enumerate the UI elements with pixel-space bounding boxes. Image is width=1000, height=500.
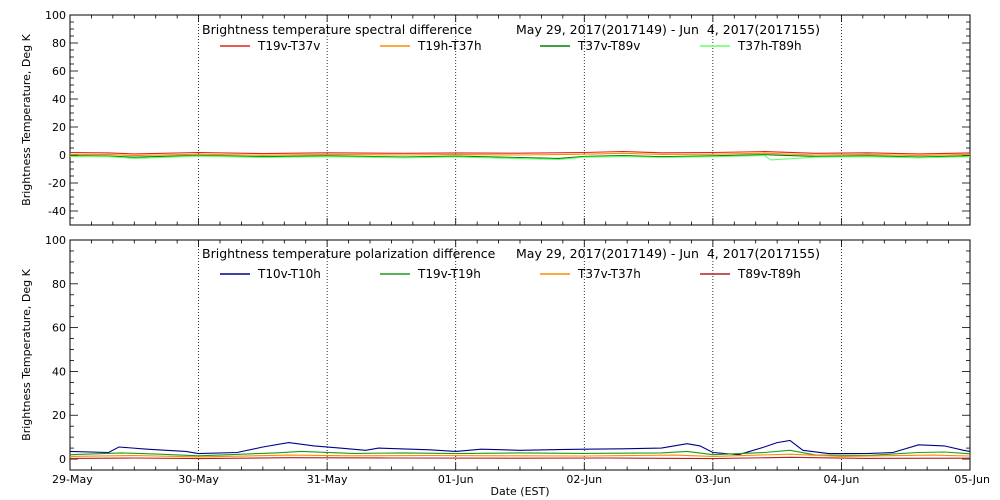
legend-entry: T37v-T89v [577, 39, 640, 53]
legend-entry: T37h-T89h [737, 39, 802, 53]
chart-date-range: May 29, 2017(2017149) - Jun 4, 2017(2017… [516, 22, 820, 37]
chart-title: Brightness temperature polarization diff… [202, 246, 496, 261]
series-line-t37v-t89v [69, 154, 971, 159]
x-tick-label: 02-Jun [566, 473, 602, 486]
spectral-difference-panel: -40 -20 0 20 40 60 80 100 Brightness Temperature… [20, 9, 971, 226]
y-tick-label: 20 [52, 121, 66, 134]
chart-title: Brightness temperature spectral differen… [202, 22, 472, 37]
x-tick-label: 30-May [178, 473, 219, 486]
y-tick-label: 0 [59, 453, 66, 466]
y-tick-label: 0 [59, 149, 66, 162]
x-tick-label: 04-Jun [824, 473, 860, 486]
legend-entry: T89v-T89h [737, 267, 801, 281]
series-line-t37v-t37h [69, 453, 971, 458]
series-line-t19v-t37v [69, 150, 971, 155]
x-tick-label: 29-May [52, 473, 93, 486]
y-tick-label: 100 [45, 9, 66, 22]
legend-entry: T37v-T37h [577, 267, 641, 281]
chart-date-range: May 29, 2017(2017149) - Jun 4, 2017(2017… [516, 246, 820, 261]
x-tick-label: 05-Jun [954, 473, 990, 486]
plot-frame [69, 239, 971, 471]
y-tick-label: -20 [48, 177, 66, 190]
y-tick-label: 60 [52, 322, 66, 335]
y-tick-label: 80 [52, 278, 66, 291]
plot-frame [69, 14, 971, 226]
y-tick-label: 40 [52, 365, 66, 378]
legend-entry: T19v-T19h [417, 267, 481, 281]
y-tick-label: 100 [45, 234, 66, 247]
series-line-t89v-t89h [69, 456, 971, 460]
x-tick-label: 01-Jun [438, 473, 474, 486]
y-tick-label: 80 [52, 37, 66, 50]
y-tick-label: 60 [52, 65, 66, 78]
y-tick-label: -40 [48, 205, 66, 218]
x-tick-label: 31-May [307, 473, 348, 486]
x-tick-label: 03-Jun [695, 473, 731, 486]
series-line-t10v-t10h [69, 439, 971, 456]
y-axis-label: Brightness Temperature, Deg K [20, 268, 33, 440]
legend-entry: T19h-T37h [417, 39, 482, 53]
series-line-t37h-t89h [69, 155, 971, 161]
y-tick-label: 40 [52, 93, 66, 106]
polarization-difference-panel: 0 20 40 60 80 100 Brightness Temperature, Deg … [20, 234, 990, 486]
series-line-t19v-t19h [69, 449, 971, 457]
series-line-t19h-t37h [69, 152, 971, 157]
legend-entry: T10v-T10h [257, 267, 321, 281]
y-axis-label: Brightness Temperature, Deg K [20, 33, 33, 205]
legend-entry: T19v-T37v [257, 39, 320, 53]
x-axis-label: Date (EST) [490, 485, 549, 498]
y-tick-label: 20 [52, 409, 66, 422]
